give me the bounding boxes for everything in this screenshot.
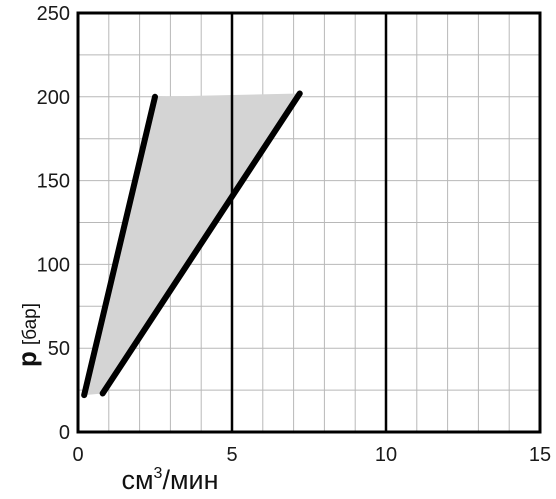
x-axis-unit-rest: /мин xyxy=(162,465,218,495)
series-line-2 xyxy=(99,90,303,397)
x-tick-label: 0 xyxy=(72,444,83,466)
plot-frame xyxy=(76,11,542,434)
x-tick-labels: 0 5 10 15 xyxy=(72,444,551,466)
y-tick-label: 100 xyxy=(37,254,70,276)
grid xyxy=(78,13,540,432)
y-tick-label: 250 xyxy=(37,3,70,25)
y-tick-label: 50 xyxy=(48,338,70,360)
y-tick-label: 150 xyxy=(37,171,70,193)
x-tick-label: 5 xyxy=(226,444,237,466)
y-tick-labels: 0 50 100 150 200 250 xyxy=(37,3,70,444)
x-axis-title: см3/мин xyxy=(121,465,218,495)
y-axis-title: p [бар] xyxy=(12,303,42,367)
major-gridlines xyxy=(230,13,388,432)
x-tick-label: 15 xyxy=(529,444,551,466)
y-axis-unit: [бар] xyxy=(20,303,41,345)
series-line-1 xyxy=(81,93,158,399)
y-axis-symbol: p xyxy=(12,351,42,367)
x-axis-unit-base: см xyxy=(121,465,153,495)
x-tick-label: 10 xyxy=(375,444,397,466)
y-tick-label: 200 xyxy=(37,87,70,109)
series-layer xyxy=(81,90,303,399)
x-axis-unit-superscript: 3 xyxy=(154,465,163,482)
y-tick-label: 0 xyxy=(59,422,70,444)
